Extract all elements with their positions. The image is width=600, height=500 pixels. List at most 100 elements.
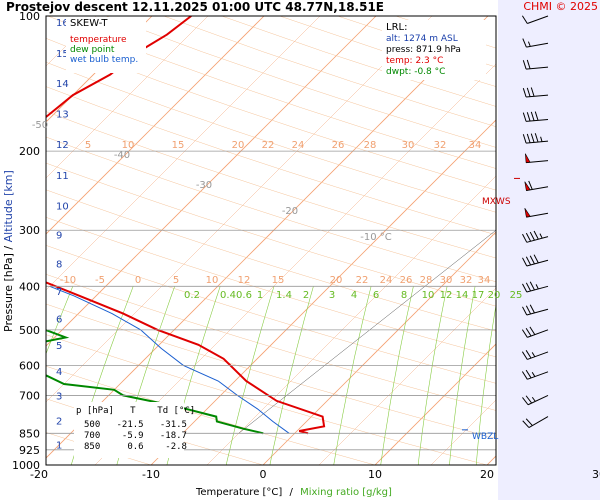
wind-barb-flag <box>521 351 528 360</box>
lrl-title: LRL: <box>386 22 408 33</box>
mixing-label-bottom: 3 <box>329 290 335 301</box>
wind-barb-half <box>531 371 536 377</box>
wind-barb-flag <box>522 60 527 70</box>
summary-table: p [hPa] T Td [°C] 500 -21.5 -31.5 700 -5… <box>74 402 195 458</box>
wind-barb-flag <box>525 327 532 337</box>
mixing-label-mid: 26 <box>400 275 413 286</box>
isotherm-label: -30 <box>196 180 212 191</box>
isotherm-line <box>46 16 265 235</box>
lrl-info: LRL: alt: 1274 m ASL press: 871.9 hPa te… <box>382 20 486 80</box>
plot-frame <box>45 15 497 466</box>
mixing-label-top: 15 <box>172 140 185 151</box>
mixing-label-mid: 34 <box>478 275 491 286</box>
isotherm-line <box>46 16 153 123</box>
altitude-tick-label: 16 <box>56 18 69 29</box>
altitude-tick-label: 10 <box>56 201 69 212</box>
altitude-tick-label: 4 <box>56 367 62 378</box>
wind-barb-half <box>535 284 539 290</box>
isotherm-label: -40 <box>114 150 130 161</box>
pressure-tick-label: 100 <box>19 10 40 23</box>
mixing-label-bottom: 0.4 <box>220 290 236 301</box>
wind-barb <box>522 281 549 293</box>
isotherm-label: -20 <box>282 206 298 217</box>
isotherm-line <box>150 119 496 465</box>
mixing-label-bottom: 0.2 <box>184 290 200 301</box>
y-axis-label-sep: / <box>2 242 15 253</box>
altitude-tick-label: 14 <box>56 79 69 90</box>
wind-barb <box>522 230 549 243</box>
pressure-tick-label: 300 <box>19 224 40 237</box>
mixing-label-top: 10 <box>122 140 135 151</box>
mixing-label-mid: 24 <box>380 275 393 286</box>
dry-adiabat <box>46 61 496 213</box>
wind-barb-flag <box>522 420 530 428</box>
dry-adiabat <box>46 86 496 236</box>
mixing-label-bottom: 25 <box>510 290 523 301</box>
wind-barb-flag <box>525 418 533 426</box>
credit-text: CHMI © 2025 <box>523 0 598 13</box>
altitude-tick-label: 9 <box>56 231 62 242</box>
x-tick-label: 10 <box>368 468 382 481</box>
wind-barb-flag <box>525 232 532 242</box>
wind-barb-flag <box>525 305 532 315</box>
wind-barb-flag <box>522 112 527 122</box>
wind-barb-flag <box>525 369 532 379</box>
wind-barb-flag <box>526 112 531 122</box>
x-tick-label: 30 <box>592 468 600 481</box>
pressure-tick-label: 500 <box>19 324 40 337</box>
y-axis-label-press: Pressure [hPa] <box>2 253 15 332</box>
legend: SKEW-T temperature dew point wet bulb te… <box>66 17 146 73</box>
mixing-label-top: 22 <box>262 140 275 151</box>
mixing-ratio-line <box>225 286 275 465</box>
mxws-marker: MXWS <box>482 197 511 207</box>
isotherm-line <box>46 16 377 347</box>
wind-barb-flag <box>522 134 527 144</box>
mixing-label-mid: 28 <box>420 275 433 286</box>
mixing-label-bottom: 12 <box>440 290 453 301</box>
mixing-label-top: 32 <box>434 140 447 151</box>
wind-barb-flag <box>522 233 528 243</box>
lrl-press: press: 871.9 hPa <box>386 45 461 55</box>
mixing-label-bottom: 1 <box>257 290 263 301</box>
wind-barb-flag <box>526 87 531 97</box>
mixing-label-top: 26 <box>332 140 345 151</box>
mixing-label-mid: 20 <box>330 275 343 286</box>
wind-barb-flag <box>530 111 535 121</box>
wind-barb <box>521 369 549 380</box>
altitude-tick-label: 11 <box>56 171 69 182</box>
wind-barb-flag <box>529 231 535 241</box>
header: Prostejov descent 12.11.2025 01:00 UTC 4… <box>0 0 600 16</box>
legend-title: SKEW-T <box>70 18 108 29</box>
wind-barb-flag <box>521 15 528 24</box>
altitude-tick-label: 12 <box>56 140 69 151</box>
wind-barb-flag <box>533 254 539 264</box>
mixing-label-mid: 15 <box>272 275 285 286</box>
mixing-label-mid: -5 <box>95 275 105 286</box>
wind-barb <box>522 394 549 406</box>
mixing-label-top: 30 <box>402 140 415 151</box>
wind-barb <box>522 254 549 267</box>
dry-adiabat <box>46 136 496 283</box>
x-tick-label: -20 <box>30 468 48 481</box>
x-tick-label: -10 <box>142 468 160 481</box>
dewpoint-line <box>46 328 264 435</box>
wind-barb-half <box>531 352 536 357</box>
wind-barb-flag <box>530 133 535 143</box>
wind-barb-flag <box>529 304 535 314</box>
wind-barb-flag <box>522 88 527 98</box>
dry-adiabat <box>46 111 496 259</box>
wind-barb <box>524 208 549 218</box>
wind-barb-flag <box>534 133 539 143</box>
table-row: 850 0.6 -2.8 <box>84 442 187 452</box>
mixing-label-bottom: 14 <box>456 290 469 301</box>
mixing-label-bottom: 2 <box>303 290 309 301</box>
mixing-label-top: 5 <box>85 140 91 151</box>
wind-barb-flag <box>526 133 531 143</box>
dry-adiabat <box>46 189 496 332</box>
mixing-label-mid: 10 <box>206 275 219 286</box>
altitude-tick-label: 3 <box>56 391 62 402</box>
mixing-label-bottom: 6 <box>373 290 379 301</box>
x-tick-label: 0 <box>260 468 267 481</box>
mixing-label-mid: 0 <box>135 275 141 286</box>
wind-barb <box>522 416 549 428</box>
